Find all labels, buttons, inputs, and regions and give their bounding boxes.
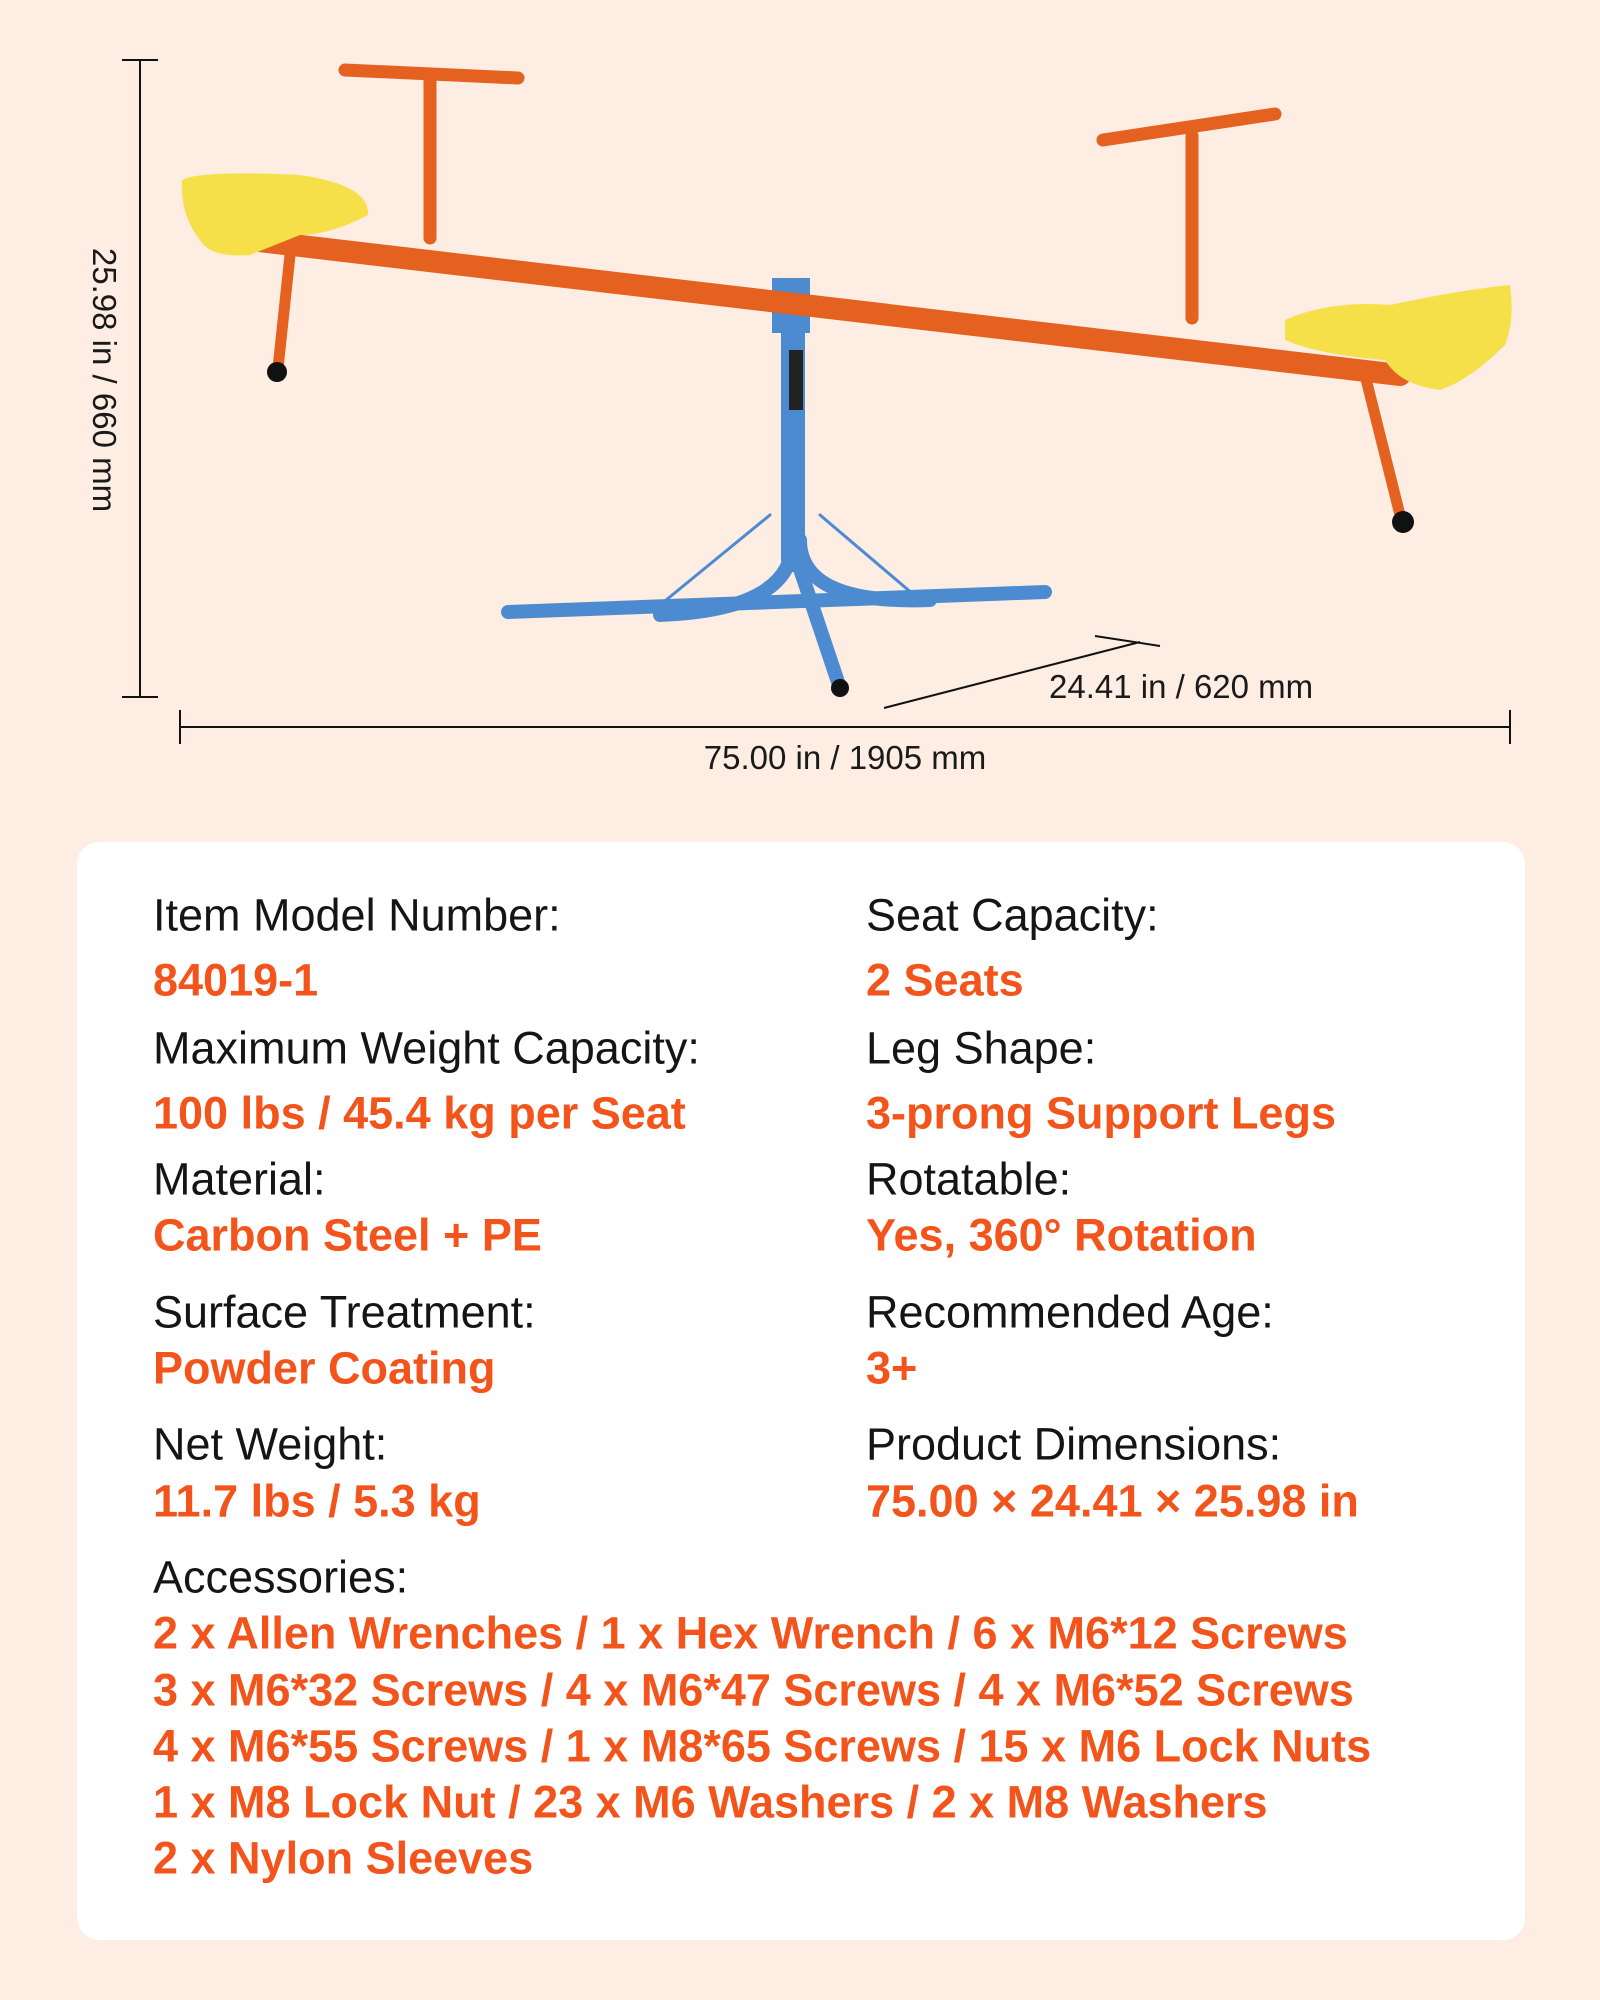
surface-value: Powder Coating	[153, 1342, 496, 1394]
rotatable-label: Rotatable:	[866, 1153, 1072, 1205]
leg-shape-label: Leg Shape:	[866, 1022, 1097, 1074]
material-label: Material:	[153, 1153, 326, 1205]
dimensions-label: Product Dimensions:	[866, 1418, 1282, 1470]
accessories-line: 3 x M6*32 Screws / 4 x M6*47 Screws / 4 …	[153, 1664, 1354, 1716]
material-value: Carbon Steel + PE	[153, 1209, 542, 1261]
dimensions-value: 75.00 × 24.41 × 25.98 in	[866, 1475, 1359, 1527]
spec-card: Item Model Number: 84019-1 Seat Capacity…	[77, 842, 1525, 1940]
accessories-line: 2 x Allen Wrenches / 1 x Hex Wrench / 6 …	[153, 1607, 1348, 1659]
depth-dimension-line	[883, 635, 1161, 709]
accessories-line: 1 x M8 Lock Nut / 23 x M6 Washers / 2 x …	[153, 1776, 1268, 1828]
model-value: 84019-1	[153, 954, 319, 1006]
height-dimension-label: 25.98 in / 660 mm	[86, 247, 123, 513]
right-seat	[1285, 285, 1512, 390]
left-seat	[181, 173, 369, 256]
stand	[501, 278, 1052, 695]
max-weight-value: 100 lbs / 45.4 kg per Seat	[153, 1087, 686, 1139]
model-label: Item Model Number:	[153, 889, 561, 941]
max-weight-label: Maximum Weight Capacity:	[153, 1022, 700, 1074]
depth-dimension-label: 24.41 in / 620 mm	[1049, 668, 1314, 705]
height-dimension-line	[122, 59, 158, 698]
beam	[239, 229, 1411, 386]
seat-capacity-label: Seat Capacity:	[866, 889, 1159, 941]
leg-shape-value: 3-prong Support Legs	[866, 1087, 1336, 1139]
rotatable-value: Yes, 360° Rotation	[866, 1209, 1257, 1261]
accessories-line: 4 x M6*55 Screws / 1 x M8*65 Screws / 15…	[153, 1720, 1372, 1772]
legs	[272, 249, 1406, 521]
net-weight-value: 11.7 lbs / 5.3 kg	[153, 1475, 481, 1527]
age-value: 3+	[866, 1342, 918, 1394]
accessories-label: Accessories:	[153, 1551, 409, 1603]
seat-capacity-value: 2 Seats	[866, 954, 1024, 1006]
length-dimension-line	[179, 710, 1511, 744]
age-label: Recommended Age:	[866, 1286, 1274, 1338]
net-weight-label: Net Weight:	[153, 1418, 388, 1470]
accessories-line: 2 x Nylon Sleeves	[153, 1832, 534, 1884]
length-dimension-label: 75.00 in / 1905 mm	[703, 739, 987, 776]
seesaw-product-illustration	[122, 59, 1512, 744]
surface-label: Surface Treatment:	[153, 1286, 536, 1338]
handles	[338, 63, 1282, 325]
